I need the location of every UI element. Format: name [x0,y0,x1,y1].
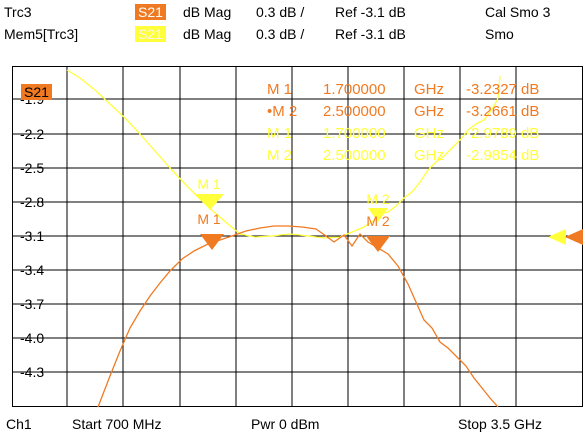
marker-label: M 1 [197,211,221,227]
marker-table-value: -2.9854 dB [466,147,539,164]
start-frequency[interactable]: Start 700 MHz [72,416,162,432]
marker-2-memory[interactable]: M 2 [366,191,390,222]
trace-scale: 0.3 dB / [256,4,305,20]
ref-arrow-yellow-icon [548,229,566,245]
trace-diagram[interactable]: -1.9-2.2-2.5-2.8-3.1-3.4-3.7-4.0-4.3 M 1… [0,66,585,409]
marker-table-label: M 1 [267,81,292,98]
trace-row-active[interactable]: Trc3 S21 dB Mag 0.3 dB / Ref -3.1 dB Cal… [0,2,585,24]
stop-frequency[interactable]: Stop 3.5 GHz [458,416,543,432]
trace-status: Smo [485,26,514,42]
marker-table-unit: GHz [414,81,444,98]
y-tick-label: -2.8 [20,194,44,210]
y-tick-label: -3.7 [20,296,44,312]
trace-format: dB Mag [183,26,232,42]
marker-triangle [196,194,224,210]
marker-table-value: -3.2661 dB [466,103,539,120]
marker-table-frequency: 2.500000 [323,103,386,120]
marker-triangle [200,234,224,250]
marker-1-active[interactable]: M 1 [197,211,224,250]
s-parameter-tag[interactable]: S21 [135,26,166,42]
y-axis-ticks: -1.9-2.2-2.5-2.8-3.1-3.4-3.7-4.0-4.3 [20,91,44,380]
marker-table-row[interactable]: •M 2 2.500000 GHz -3.2661 dB [267,103,539,120]
y-tick-label: -3.1 [20,228,44,244]
marker-table-unit: GHz [414,103,444,120]
horizontal-grid-lines [12,98,583,373]
trace-scale: 0.3 dB / [256,26,305,42]
channel-label[interactable]: Ch1 [6,416,32,432]
y-tick-label: -2.5 [20,160,44,176]
marker-table-row[interactable]: M 2 2.500000 GHz -2.9854 dB [267,147,539,164]
marker-2-active[interactable]: M 2 [366,213,390,252]
marker-triangle [368,208,388,222]
active-trace[interactable] [97,225,499,408]
marker-label: M 1 [197,176,221,192]
y-tick-label: -3.4 [20,262,44,278]
trace-badge[interactable]: S21 [21,84,52,100]
grid: -1.9-2.2-2.5-2.8-3.1-3.4-3.7-4.0-4.3 [12,66,583,407]
y-tick-label: -2.2 [20,126,44,142]
source-power[interactable]: Pwr 0 dBm [251,416,320,432]
marker-table-row[interactable]: M 1 1.700000 GHz -3.2327 dB [267,81,539,98]
marker-table-value: -3.2327 dB [466,81,539,98]
trace-format: dB Mag [183,4,232,20]
marker-table-frequency: 1.700000 [323,125,386,142]
marker-table-value: -2.9789 dB [466,125,539,142]
trace-header: Trc3 S21 dB Mag 0.3 dB / Ref -3.1 dB Cal… [0,0,585,62]
trace-name: Mem5[Trc3] [4,26,79,42]
marker-table-row[interactable]: M 1 1.700000 GHz -2.9789 dB [267,125,539,142]
memory-trace[interactable] [66,69,501,239]
y-tick-label: -4.3 [20,364,44,380]
trace-reference: Ref -3.1 dB [335,4,406,20]
channel-footer: Ch1 Start 700 MHz Pwr 0 dBm Stop 3.5 GHz [0,412,585,439]
y-tick-label: -4.0 [20,330,44,346]
trace-name: Trc3 [4,4,32,20]
marker-table-label: M 1 [267,125,292,142]
reference-arrows[interactable] [548,229,583,245]
trace-status: Cal Smo 3 [485,4,551,20]
marker-table-frequency: 1.700000 [323,81,386,98]
marker-table-label: •M 2 [267,103,297,120]
marker-label: M 2 [366,191,390,207]
marker-table[interactable]: M 1 1.700000 GHz -3.2327 dB •M 2 2.500000 GHz -… [267,81,539,164]
marker-triangle [366,236,390,252]
trace-row-memory[interactable]: Mem5[Trc3] S21 dB Mag 0.3 dB / Ref -3.1 … [0,24,585,46]
marker-table-unit: GHz [414,125,444,142]
marker-table-unit: GHz [414,147,444,164]
ref-arrow-orange-icon [565,229,583,245]
s-parameter-tag[interactable]: S21 [135,4,166,20]
marker-table-frequency: 2.500000 [323,147,386,164]
diagram-svg: -1.9-2.2-2.5-2.8-3.1-3.4-3.7-4.0-4.3 M 1… [12,66,583,408]
marker-label: M 2 [366,213,390,229]
marker-1-memory[interactable]: M 1 [196,176,224,210]
marker-table-label: M 2 [267,147,292,164]
trace-reference: Ref -3.1 dB [335,26,406,42]
